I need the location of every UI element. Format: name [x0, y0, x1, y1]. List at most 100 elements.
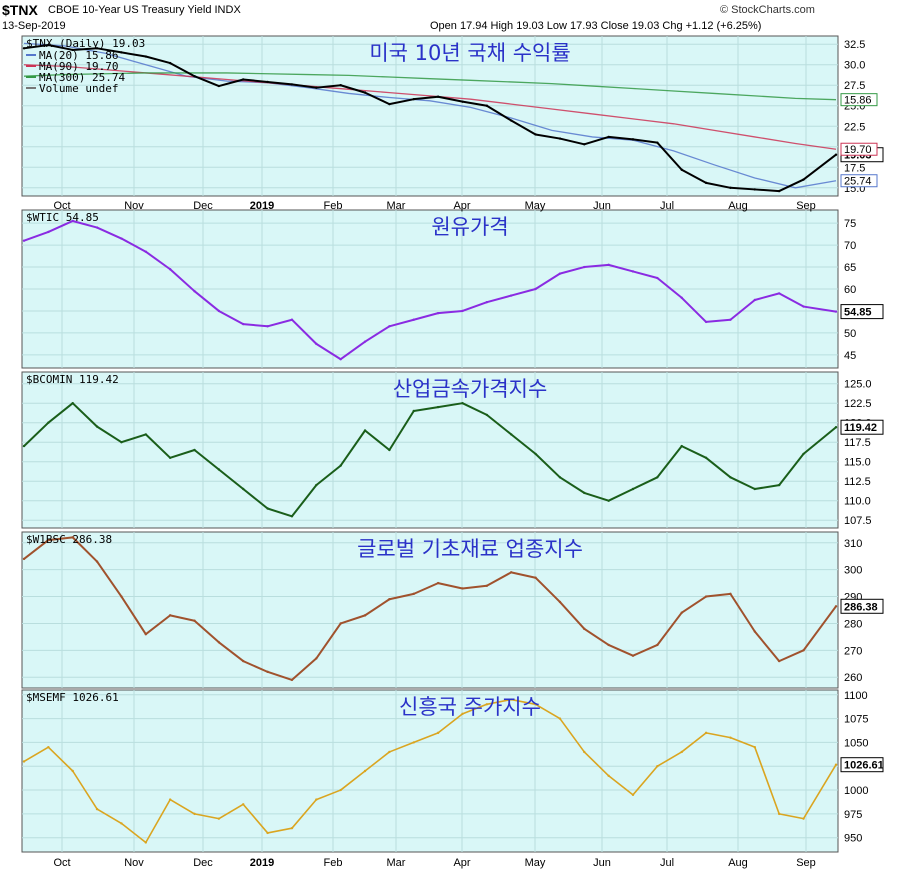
- data-point: [656, 476, 659, 479]
- data-point: [22, 557, 26, 561]
- data-point: [388, 325, 391, 328]
- ma-value-label: 15.86: [844, 95, 872, 107]
- panel-1: 15.017.520.022.525.027.530.032.5$TNX (Da…: [21, 35, 884, 197]
- ma-value-box: [840, 174, 878, 188]
- data-point: [461, 587, 464, 590]
- y-tick-label: 117.5: [844, 437, 871, 449]
- data-point: [290, 826, 294, 830]
- data-point: [412, 318, 415, 321]
- data-point: [388, 750, 391, 754]
- data-point: [680, 296, 683, 299]
- data-point: [315, 657, 318, 660]
- month-label: Jun: [593, 200, 611, 212]
- data-point: [583, 627, 586, 631]
- data-point: [607, 643, 610, 647]
- data-point: [217, 84, 221, 88]
- y-tick-label: 122.5: [844, 398, 872, 410]
- data-point: [534, 576, 537, 579]
- data-point: [266, 325, 269, 328]
- data-point: [461, 402, 464, 405]
- data-point: [834, 153, 838, 156]
- data-point: [217, 817, 221, 820]
- data-point: [729, 186, 732, 189]
- y-tick-label: 1050: [844, 737, 868, 749]
- data-point: [436, 581, 440, 585]
- data-point: [71, 219, 74, 223]
- panel-label: $MSEMF 1026.61: [26, 691, 119, 704]
- data-point: [729, 476, 732, 479]
- data-point: [120, 51, 123, 54]
- data-point: [315, 483, 318, 487]
- data-point: [583, 143, 586, 146]
- data-point: [120, 441, 123, 444]
- data-point: [242, 487, 245, 491]
- data-point: [120, 237, 123, 240]
- data-point: [315, 342, 318, 346]
- chart-date: 13-Sep-2019: [2, 20, 66, 32]
- data-point: [168, 798, 172, 801]
- data-point: [144, 633, 147, 636]
- month-label: Jul: [660, 200, 674, 212]
- legend-entry: MA(20) 15.86: [39, 49, 118, 62]
- data-point: [834, 310, 838, 313]
- y-tick-label: 17.5: [844, 162, 865, 174]
- data-point: [485, 104, 489, 107]
- data-point: [290, 678, 294, 682]
- y-tick-label: 270: [844, 645, 862, 657]
- data-point: [753, 745, 756, 749]
- data-point: [47, 745, 50, 749]
- y-tick-label: 125.0: [844, 379, 872, 391]
- last-value-label: 286.38: [844, 601, 878, 613]
- data-point: [120, 822, 123, 825]
- series-line: [23, 219, 837, 361]
- data-point: [631, 793, 635, 797]
- month-label: May: [525, 200, 546, 212]
- y-tick-label: 280: [844, 618, 862, 630]
- data-point: [510, 433, 513, 436]
- data-point: [47, 538, 50, 542]
- data-point: [168, 268, 172, 271]
- panel-label: $TNX (Daily) 19.03: [26, 37, 145, 50]
- last-value-box: [840, 598, 884, 614]
- legend-entry: MA(90) 19.70: [39, 60, 118, 73]
- data-point: [753, 630, 756, 633]
- data-point: [534, 287, 537, 291]
- series-line: [23, 402, 837, 518]
- data-point: [534, 133, 537, 136]
- data-point: [802, 305, 805, 308]
- month-label: Nov: [124, 200, 144, 212]
- data-point: [558, 272, 562, 275]
- panel-background: [21, 689, 839, 853]
- panel-label: $BCOMIN 119.42: [26, 373, 119, 386]
- data-point: [95, 226, 99, 229]
- data-point: [631, 654, 635, 657]
- y-tick-label: 112.5: [844, 476, 871, 488]
- panel-label: $W1BSC 286.38: [26, 533, 112, 546]
- data-point: [266, 831, 269, 835]
- data-point: [704, 456, 708, 459]
- month-label: Nov: [124, 857, 144, 869]
- data-point: [704, 595, 708, 598]
- data-point: [753, 298, 756, 302]
- data-point: [168, 614, 172, 617]
- data-point: [217, 641, 221, 644]
- data-point: [680, 611, 683, 614]
- data-point: [485, 584, 489, 587]
- data-point: [193, 75, 196, 78]
- y-tick-label: 70: [844, 240, 856, 252]
- data-point: [71, 536, 74, 539]
- data-point: [71, 769, 74, 773]
- month-label: Mar: [387, 857, 406, 869]
- data-point: [242, 659, 245, 663]
- data-point: [144, 250, 147, 253]
- month-label: Sep: [796, 857, 816, 869]
- data-point: [242, 78, 245, 81]
- data-point: [729, 736, 732, 739]
- panel-title: 원유가격: [431, 215, 508, 239]
- data-point: [656, 765, 659, 768]
- y-tick-label: 1075: [844, 714, 868, 726]
- data-point: [631, 138, 635, 141]
- month-label: Feb: [324, 200, 343, 212]
- data-point: [834, 763, 838, 766]
